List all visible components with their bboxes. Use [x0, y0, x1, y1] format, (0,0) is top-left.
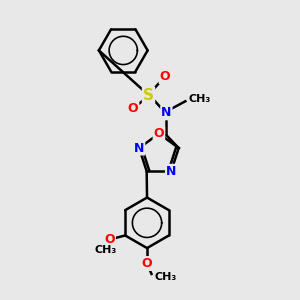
Text: CH₃: CH₃ [154, 272, 177, 282]
Text: O: O [128, 102, 138, 115]
Text: O: O [160, 70, 170, 83]
Text: N: N [166, 165, 176, 178]
Text: O: O [154, 127, 164, 140]
Text: O: O [142, 257, 152, 270]
Text: N: N [161, 106, 172, 119]
Text: N: N [134, 142, 144, 154]
Text: CH₃: CH₃ [188, 94, 211, 104]
Text: CH₃: CH₃ [94, 245, 116, 255]
Text: O: O [104, 233, 115, 246]
Text: S: S [143, 88, 154, 103]
